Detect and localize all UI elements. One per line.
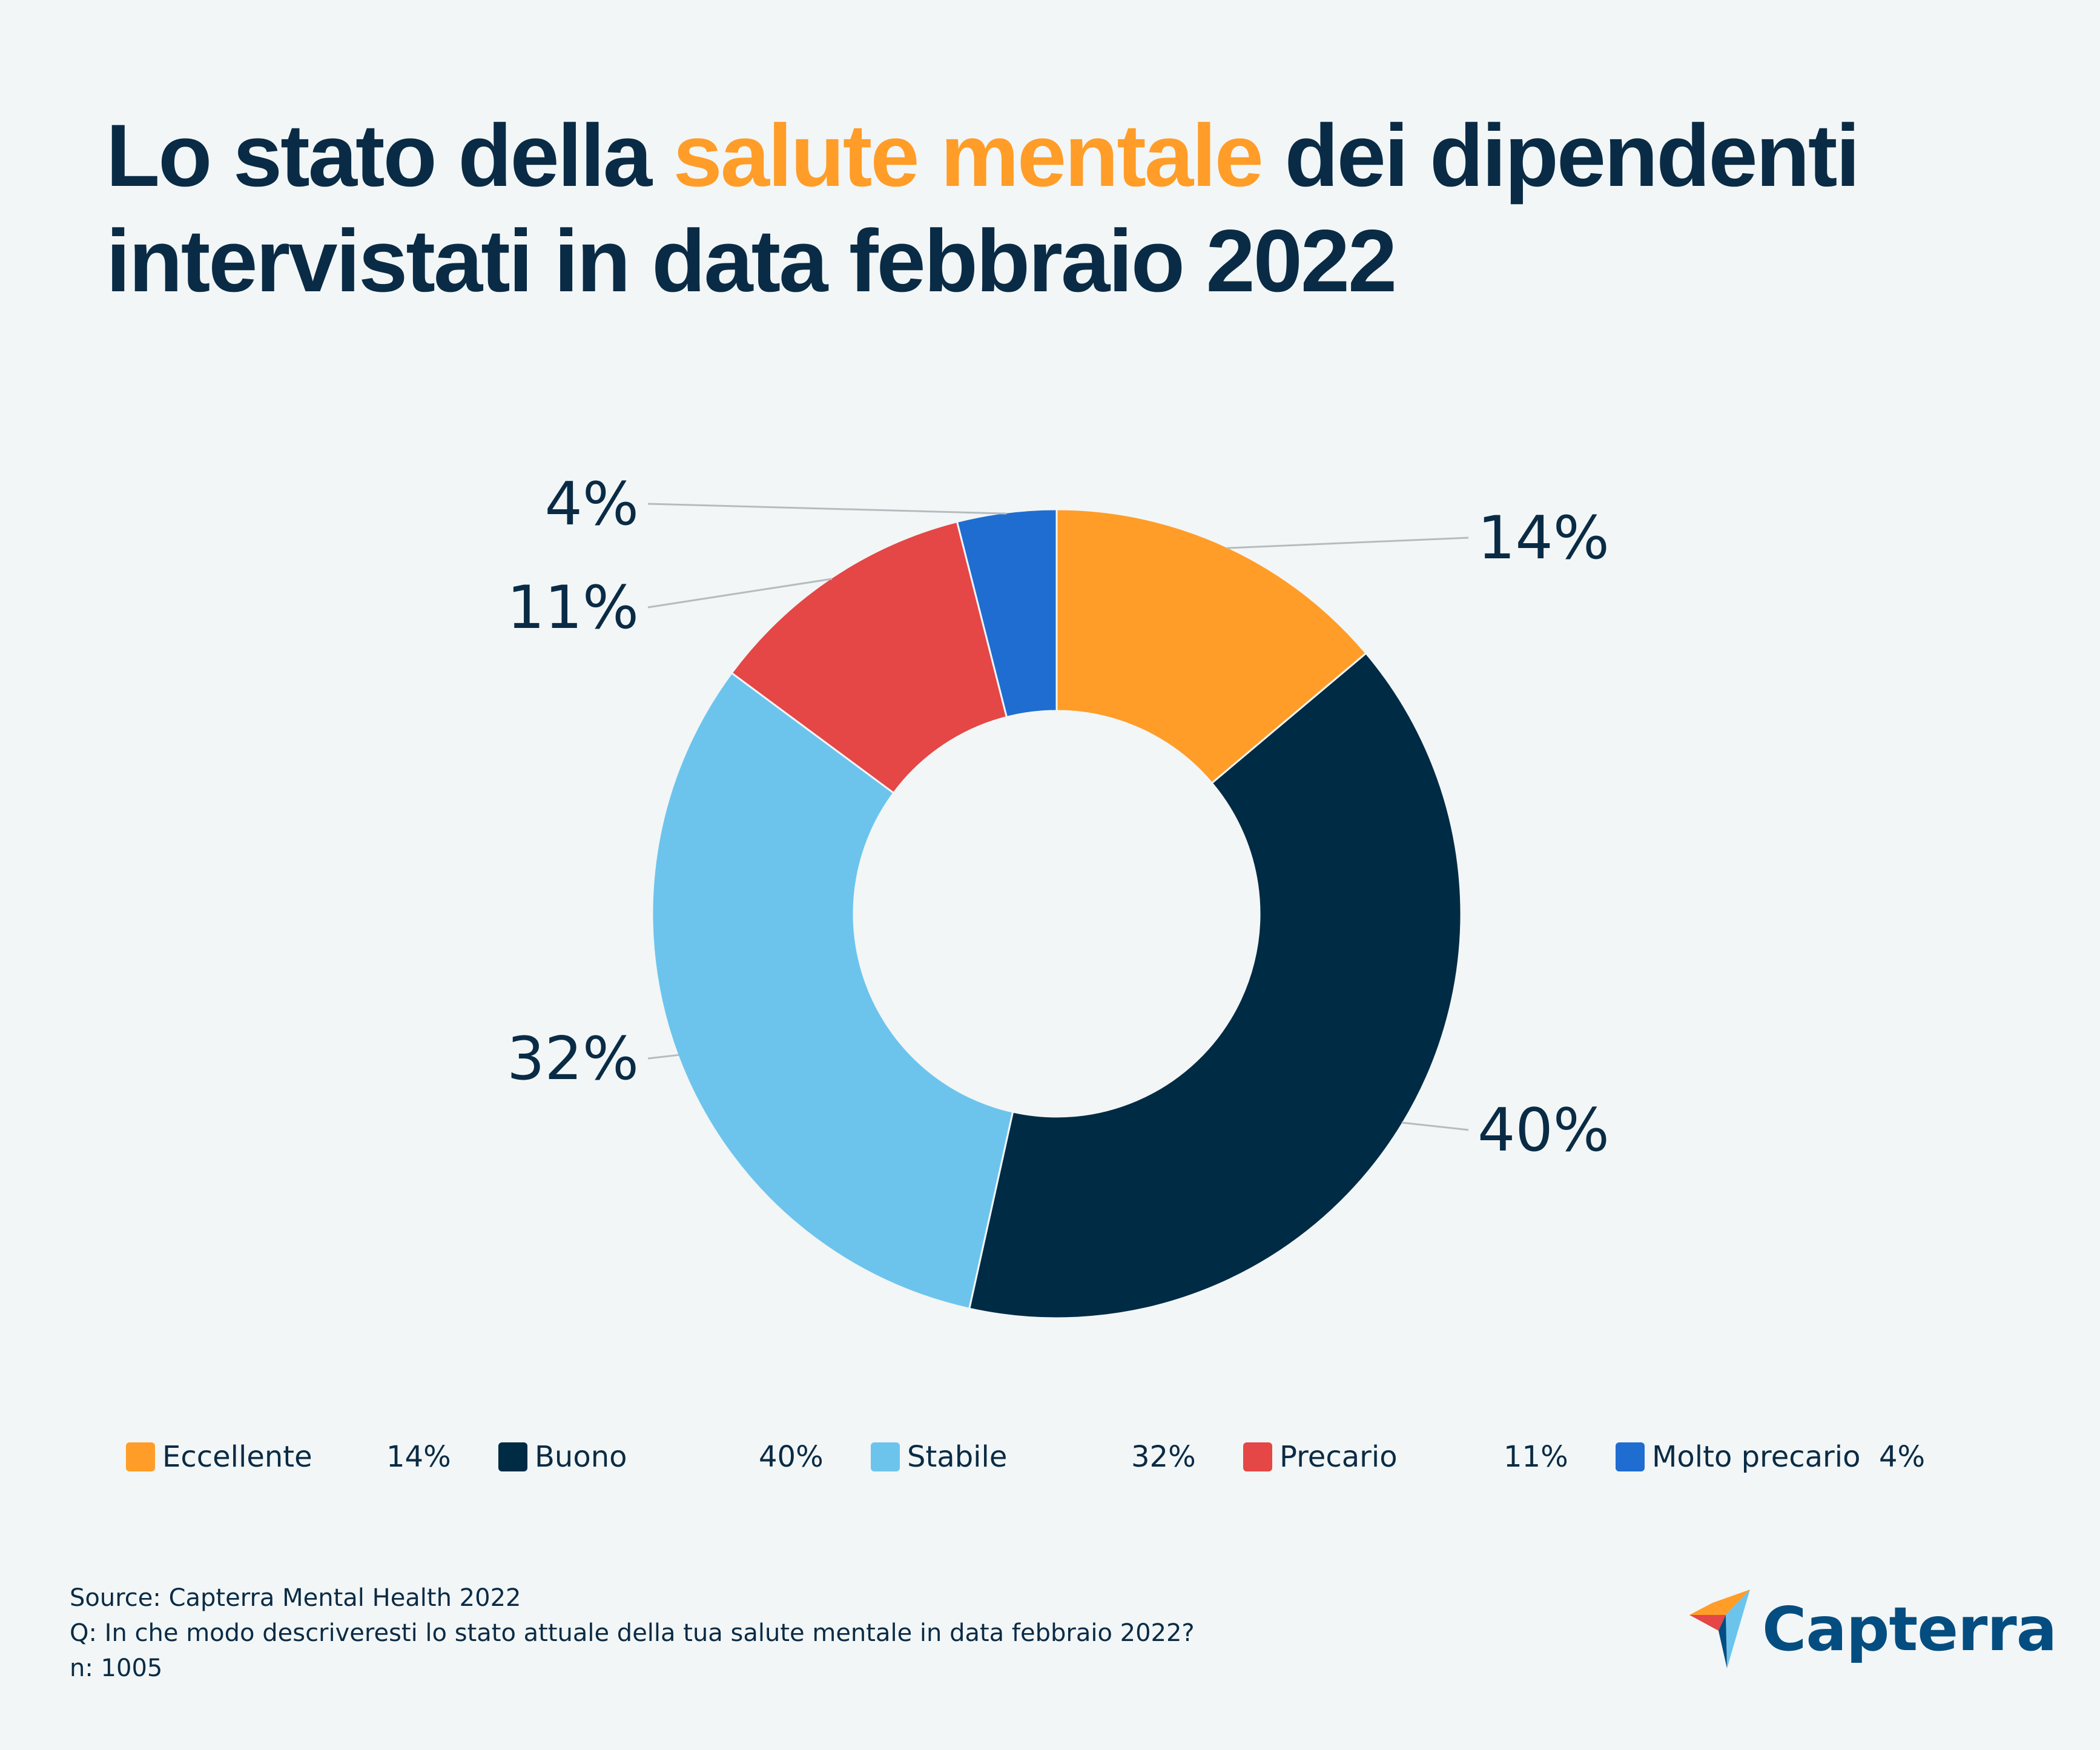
legend-label: Precario	[1279, 1440, 1398, 1474]
legend-item-precario: Precario 11%	[1243, 1440, 1616, 1474]
slice-molto-precario	[956, 508, 1058, 719]
slice-buono	[968, 652, 1462, 1319]
legend-item-stabile: Stabile 32%	[871, 1440, 1243, 1474]
capterra-logo[interactable]: Capterra	[1689, 1590, 2057, 1668]
data-label-eccellente: 14%	[1478, 504, 1610, 573]
footer: Source: Capterra Mental Health 2022 Q: I…	[70, 1580, 1195, 1686]
legend-value: 32%	[1131, 1440, 1196, 1474]
legend-swatch	[871, 1442, 900, 1471]
question-note: Q: In che modo descriveresti lo stato at…	[70, 1619, 1195, 1647]
legend-value: 14%	[386, 1440, 451, 1474]
legend-swatch	[1243, 1442, 1272, 1471]
legend-value: 11%	[1504, 1440, 1568, 1474]
leader-line-precario	[647, 578, 833, 609]
legend-item-buono: Buono 40%	[498, 1440, 871, 1474]
sample-size-note: n: 1005	[70, 1654, 163, 1682]
legend-swatch	[1616, 1442, 1645, 1471]
legend-label: Molto precario	[1652, 1440, 1861, 1474]
legend-swatch	[498, 1442, 527, 1471]
legend-item-molto-precario: Molto precario 4%	[1616, 1440, 1955, 1474]
logo-text: Capterra	[1762, 1593, 2057, 1665]
data-label-stabile: 32%	[507, 1025, 639, 1094]
chart-title: Lo stato della salute mentale dei dipend…	[106, 103, 1983, 314]
source-note: Source: Capterra Mental Health 2022	[70, 1584, 521, 1612]
legend-label: Eccellente	[162, 1440, 312, 1474]
leader-line-molto-precario	[647, 503, 1007, 515]
legend-value: 40%	[759, 1440, 824, 1474]
data-label-buono: 40%	[1478, 1096, 1610, 1165]
title-part-2: dei dipendenti intervistati in data febb…	[106, 106, 1860, 310]
data-label-precario: 11%	[507, 573, 639, 642]
legend-swatch	[126, 1442, 155, 1471]
legend-item-eccellente: Eccellente 14%	[126, 1440, 498, 1474]
data-label-molto-precario: 4%	[545, 470, 639, 539]
slice-eccellente	[1055, 508, 1368, 785]
legend-value: 4%	[1879, 1440, 1926, 1474]
leader-line-buono	[1401, 1121, 1469, 1131]
slice-precario	[730, 520, 1008, 794]
capterra-arrow-icon	[1689, 1590, 1750, 1668]
leader-line-eccellente	[1226, 537, 1469, 549]
legend-label: Stabile	[907, 1440, 1008, 1474]
title-highlight: salute mentale	[673, 106, 1264, 205]
legend: Eccellente 14% Buono 40% Stabile 32% Pre…	[126, 1440, 1955, 1474]
title-part-1: Lo stato della	[106, 106, 673, 205]
legend-label: Buono	[535, 1440, 627, 1474]
leader-line-stabile	[647, 1054, 679, 1060]
slice-stabile	[651, 672, 1014, 1310]
